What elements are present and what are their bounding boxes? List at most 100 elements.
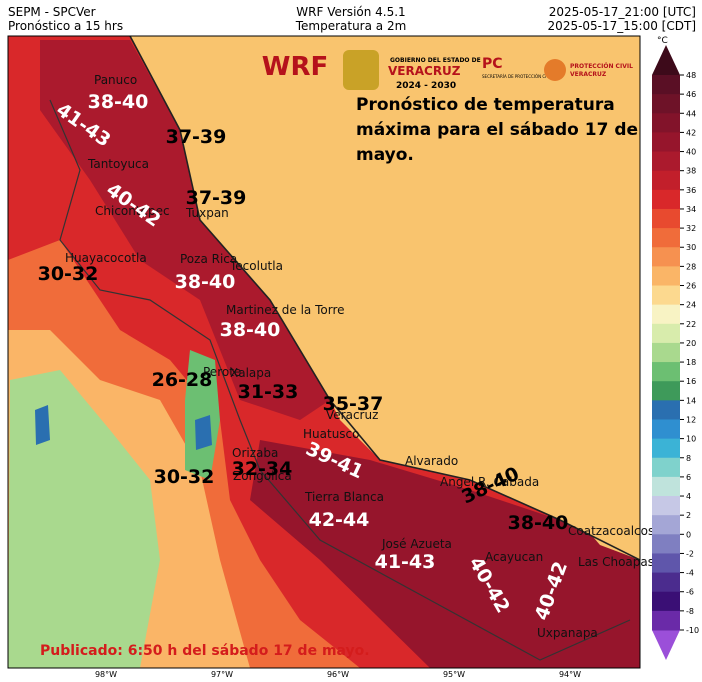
colorbar-tick-label: 4 xyxy=(686,492,691,501)
pc-text: SECRETARÍA DE PROTECCIÓN CIVIL xyxy=(482,74,553,79)
temperature-range: 26-28 xyxy=(152,369,213,391)
header-text: Pronóstico a 15 hrs xyxy=(8,19,123,33)
colorbar-tick-label: 6 xyxy=(686,473,691,482)
temperature-range: 30-32 xyxy=(38,263,99,285)
colorbar-segment xyxy=(652,323,680,344)
colorbar-segment xyxy=(652,247,680,267)
place-label: Huayacocotla xyxy=(65,251,147,265)
colorbar-segment xyxy=(652,113,680,133)
colorbar-segment xyxy=(652,266,680,287)
colorbar-tick-label: 42 xyxy=(686,128,696,137)
colorbar-bottom xyxy=(652,630,680,660)
place-label: Veracruz xyxy=(326,408,378,422)
colorbar-segment xyxy=(652,285,680,306)
colorbar-segment xyxy=(652,419,680,440)
colorbar-segment xyxy=(652,438,680,459)
colorbar-segment xyxy=(652,189,680,210)
colorbar-segment xyxy=(652,457,680,478)
colorbar-segment xyxy=(652,342,680,363)
colorbar-tick-label: -2 xyxy=(686,549,694,558)
place-label: Zongolica xyxy=(233,469,292,483)
temperature-range: 30-32 xyxy=(154,466,215,488)
place-label: Poza Rica xyxy=(180,252,237,266)
colorbar-tick-label: 22 xyxy=(686,320,696,329)
colorbar-tick-label: 30 xyxy=(686,243,696,252)
pcv-text: VERACRUZ xyxy=(570,71,607,78)
temperature-range: 38-40 xyxy=(220,319,281,341)
state-border xyxy=(49,99,631,661)
colorbar-tick-label: 14 xyxy=(686,396,696,405)
place-label: Tuxpan xyxy=(185,206,229,220)
longitude-label: 97°W xyxy=(211,670,233,678)
map-frame xyxy=(7,35,641,669)
place-label: Las Choapas xyxy=(578,555,654,569)
pc-text: PC xyxy=(482,56,503,72)
coastline xyxy=(129,36,640,561)
longitude-label: 98°W xyxy=(95,670,117,678)
pc-emblem xyxy=(544,59,566,81)
colorbar-tick-label: 48 xyxy=(686,71,696,80)
colorbar-tick-label: 2 xyxy=(686,511,691,520)
temperature-range: 31-33 xyxy=(238,381,299,403)
header-text: WRF Versión 4.5.1 xyxy=(296,5,405,19)
place-label: Perote xyxy=(203,365,241,379)
place-label: Xalapa xyxy=(230,366,271,380)
place-label: Tecolutla xyxy=(229,259,283,273)
colorbar-segment xyxy=(652,304,680,325)
place-label: Uxpanapa xyxy=(537,626,598,640)
colorbar-segment xyxy=(652,132,680,153)
colorbar-tick-label: 40 xyxy=(686,148,696,157)
temperature-range: 37-39 xyxy=(186,187,247,209)
sea xyxy=(130,36,640,560)
place-label: Coatzacoalcos xyxy=(568,524,654,538)
temperature-range: 42-44 xyxy=(309,509,370,531)
forecast-note: Pronóstico de temperatura xyxy=(356,95,615,115)
colorbar-tick-label: -6 xyxy=(686,588,694,597)
longitude-label: 95°W xyxy=(443,670,465,678)
header-text: 2025-05-17_15:00 [CDT] xyxy=(548,19,696,33)
map xyxy=(8,36,640,668)
colorbar-segment xyxy=(652,572,680,593)
colorbar-tick-label: 0 xyxy=(686,530,691,539)
colorbar-tick-label: 18 xyxy=(686,358,696,367)
colorbar-segment xyxy=(652,208,680,229)
wrf-logo: WRF xyxy=(262,52,328,82)
colorbar-segment xyxy=(652,228,680,248)
colorbar-tick-label: 44 xyxy=(686,109,696,118)
colorbar-segment xyxy=(652,553,680,574)
hot-zone xyxy=(40,40,330,420)
colorbar-segment xyxy=(652,151,680,172)
colorbar-tick-label: 32 xyxy=(686,224,696,233)
temperature-range: 35-37 xyxy=(323,393,384,415)
colorbar-tick-label: 28 xyxy=(686,262,696,271)
colorbar-segment xyxy=(652,94,680,114)
header-text: Temperatura a 2m xyxy=(295,19,407,33)
place-label: Angel R. Cabada xyxy=(440,475,539,489)
colorbar-top xyxy=(652,45,680,75)
colorbar-tick-label: 46 xyxy=(686,90,696,99)
colorbar-tick-label: 38 xyxy=(686,167,696,176)
temperature-range: 38-40 xyxy=(508,512,569,534)
place-label: Huatusco xyxy=(303,427,359,441)
longitude-label: 96°W xyxy=(327,670,349,678)
cool-zone xyxy=(185,350,220,480)
hot-zone xyxy=(250,440,640,668)
place-label: Panuco xyxy=(94,73,137,87)
colorbar-segment xyxy=(652,496,680,516)
published-note: Publicado: 6:50 h del sábado 17 de mayo. xyxy=(40,643,370,659)
gov-text: GOBIERNO DEL ESTADO DE xyxy=(390,57,481,64)
place-label: Alvarado xyxy=(405,454,458,468)
colorbar-tick-label: 10 xyxy=(686,435,696,444)
place-label: Acayucan xyxy=(485,550,543,564)
colorbar-segment xyxy=(652,534,680,554)
colorbar-tick-label: -8 xyxy=(686,607,694,616)
colorbar-segment xyxy=(652,400,680,420)
colorbar-tick-label: 24 xyxy=(686,301,696,310)
forecast-note: mayo. xyxy=(356,145,414,165)
colorbar-segment xyxy=(652,515,680,535)
gov-emblem xyxy=(343,50,379,90)
place-label: Tantoyuca xyxy=(87,157,149,171)
place-label: Martinez de la Torre xyxy=(226,303,345,317)
colorbar-tick-label: 34 xyxy=(686,205,696,214)
